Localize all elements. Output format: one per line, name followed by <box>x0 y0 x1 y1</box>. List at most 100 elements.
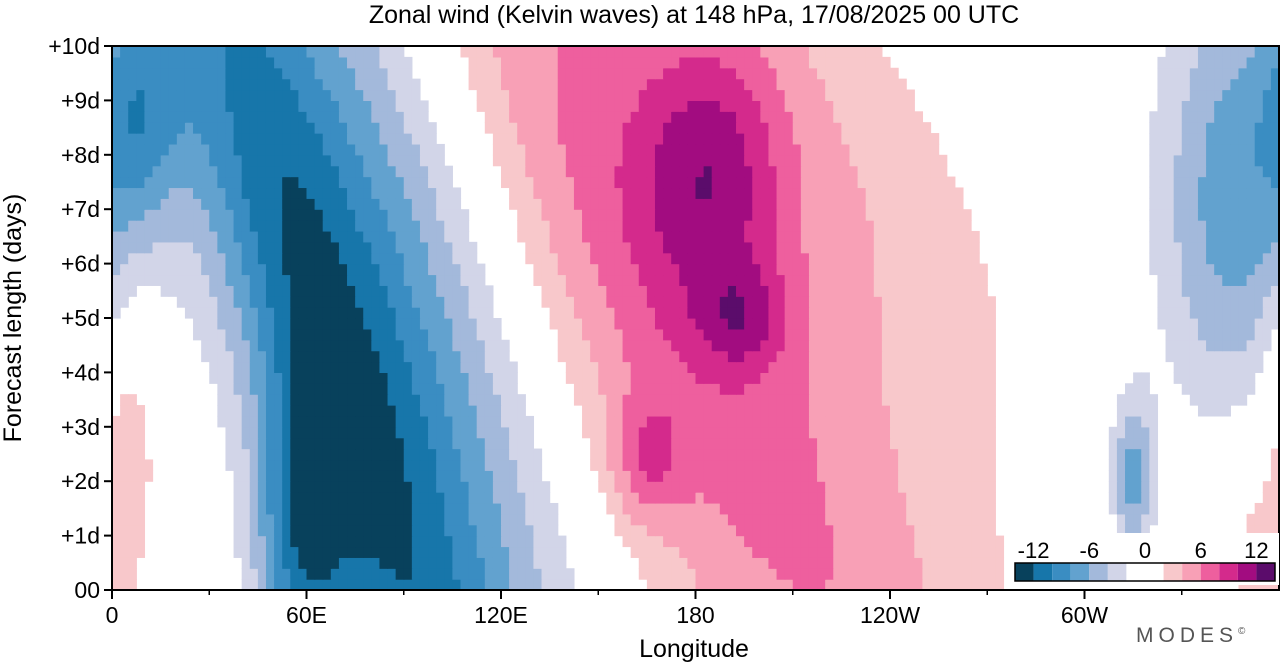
field-cell <box>865 535 875 548</box>
field-cell <box>817 111 826 123</box>
field-cell <box>282 133 291 145</box>
field-cell <box>930 470 940 482</box>
field-cell <box>403 502 413 515</box>
field-cell <box>452 568 462 580</box>
field-cell <box>687 448 697 461</box>
field-cell <box>938 481 948 493</box>
field-cell <box>922 274 932 286</box>
field-cell <box>849 143 859 156</box>
field-cell <box>841 122 851 134</box>
field-cell <box>298 383 308 395</box>
field-cell <box>395 502 405 515</box>
field-cell <box>606 481 616 493</box>
field-cell <box>428 557 437 569</box>
field-cell <box>1141 481 1150 493</box>
field-cell <box>687 502 697 515</box>
field-cell <box>598 296 607 308</box>
field-cell <box>922 361 932 373</box>
field-cell <box>825 579 834 591</box>
field-cell <box>509 100 518 112</box>
field-cell <box>241 339 251 352</box>
field-cell <box>541 557 551 569</box>
field-cell <box>1181 122 1191 134</box>
field-cell <box>436 502 445 515</box>
field-cell <box>930 568 940 580</box>
field-cell <box>792 415 802 428</box>
field-cell <box>930 198 940 210</box>
field-cell <box>492 350 502 363</box>
field-cell <box>768 133 778 145</box>
field-cell <box>873 176 883 189</box>
field-cell <box>906 546 915 558</box>
field-cell <box>476 459 486 471</box>
field-cell <box>112 187 121 199</box>
field-cell <box>533 448 543 461</box>
field-cell <box>476 481 486 493</box>
field-cell <box>403 274 413 286</box>
field-cell <box>606 328 616 341</box>
field-cell <box>857 579 867 591</box>
field-cell <box>501 350 510 363</box>
field-cell <box>752 350 761 363</box>
field-cell <box>663 372 672 384</box>
field-cell <box>355 372 364 384</box>
field-cell <box>914 437 924 450</box>
field-cell <box>622 459 632 471</box>
field-cell <box>1173 263 1183 276</box>
field-cell <box>541 274 551 286</box>
field-cell <box>241 209 251 221</box>
field-cell <box>282 122 291 134</box>
field-cell <box>695 383 705 395</box>
field-cell <box>355 154 364 167</box>
field-cell <box>233 230 243 243</box>
field-cell <box>1165 274 1175 286</box>
field-cell <box>792 513 802 526</box>
field-cell <box>1149 492 1159 504</box>
field-cell <box>533 470 543 482</box>
field-cell <box>573 133 583 145</box>
field-cell <box>120 524 129 537</box>
field-cell <box>225 100 235 112</box>
field-cell <box>671 394 680 406</box>
field-cell <box>679 437 688 450</box>
field-cell <box>509 154 518 167</box>
field-cell <box>914 230 924 243</box>
field-cell <box>646 535 656 548</box>
field-cell <box>282 502 291 515</box>
field-cell <box>193 89 202 101</box>
field-cell <box>646 502 656 515</box>
field-cell <box>630 350 640 363</box>
field-cell <box>582 285 591 297</box>
field-cell <box>379 502 389 515</box>
field-cell <box>646 513 656 526</box>
field-cell <box>1222 405 1231 417</box>
field-cell <box>395 557 405 569</box>
field-cell <box>833 568 842 580</box>
field-cell <box>306 579 316 591</box>
field-cell <box>954 524 964 537</box>
field-cell <box>184 89 194 101</box>
field-cell <box>971 361 980 373</box>
field-cell <box>646 524 656 537</box>
field-cell <box>444 492 453 504</box>
field-cell <box>573 100 583 112</box>
field-cell <box>906 437 915 450</box>
field-cell <box>249 154 259 167</box>
field-cell <box>962 307 972 319</box>
field-cell <box>241 470 251 482</box>
field-cell <box>120 513 129 526</box>
field-cell <box>638 307 648 319</box>
field-cell <box>355 100 364 112</box>
field-cell <box>306 361 316 373</box>
field-cell <box>687 546 697 558</box>
field-cell <box>841 437 851 450</box>
field-cell <box>436 307 445 319</box>
field-cell <box>727 405 737 417</box>
field-cell <box>298 100 308 112</box>
field-cell <box>371 78 381 91</box>
field-cell <box>962 209 972 221</box>
field-cell <box>565 328 575 341</box>
field-cell <box>436 198 445 210</box>
field-cell <box>979 470 988 482</box>
field-cell <box>444 220 453 232</box>
